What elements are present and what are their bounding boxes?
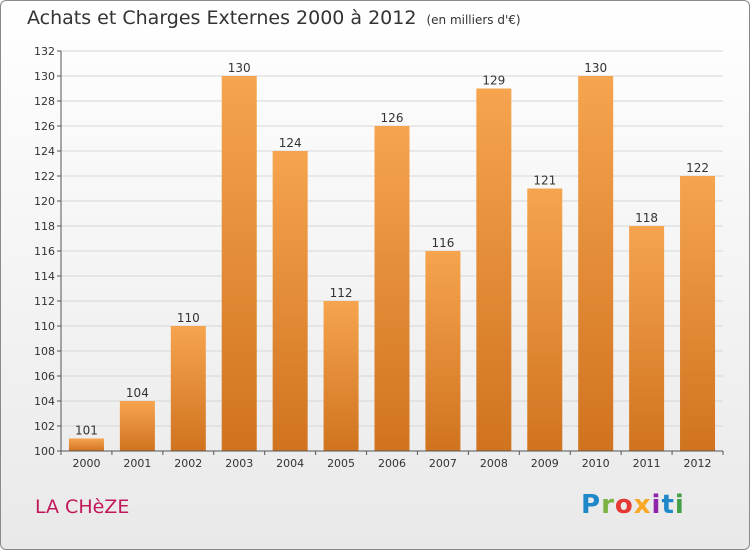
y-tick-label: 102 bbox=[34, 420, 55, 433]
x-tick-label: 2009 bbox=[531, 457, 559, 470]
data-label: 110 bbox=[177, 311, 200, 325]
bar-2005 bbox=[323, 301, 359, 451]
logo-letter: o bbox=[614, 490, 634, 520]
bar-2001 bbox=[119, 401, 155, 451]
bar-2006 bbox=[374, 126, 410, 451]
data-label: 124 bbox=[279, 136, 302, 150]
logo-letter: t bbox=[661, 490, 675, 520]
logo-letter: i bbox=[651, 490, 662, 520]
data-labels: 101 104 110 130 124 112 126 116 129 121 130 118 122 bbox=[75, 61, 709, 438]
bar-2011 bbox=[629, 226, 665, 451]
chart-unit-label: (en milliers d'€) bbox=[426, 13, 521, 27]
bar-2010 bbox=[578, 76, 614, 451]
x-tick-label: 2010 bbox=[582, 457, 610, 470]
y-tick-label: 112 bbox=[34, 295, 55, 308]
proxiti-logo[interactable]: Proxiti bbox=[581, 490, 685, 520]
data-label: 116 bbox=[431, 236, 454, 250]
data-label: 118 bbox=[635, 211, 658, 225]
bar-2012 bbox=[680, 176, 716, 451]
bar-2003 bbox=[221, 76, 257, 451]
x-tick-label: 2008 bbox=[480, 457, 508, 470]
y-tick-label: 118 bbox=[34, 220, 55, 233]
bar-2009 bbox=[527, 188, 563, 451]
chart-title: Achats et Charges Externes 2000 à 2012 (e… bbox=[27, 7, 521, 29]
data-label: 121 bbox=[533, 174, 556, 188]
bar-2008 bbox=[476, 88, 512, 451]
bars bbox=[68, 76, 716, 451]
data-label: 129 bbox=[482, 74, 505, 88]
y-tick-label: 132 bbox=[34, 45, 55, 58]
y-tick-label: 116 bbox=[34, 245, 55, 258]
x-tick-label: 2002 bbox=[174, 457, 202, 470]
x-tick-label: 2001 bbox=[123, 457, 151, 470]
y-tick-label: 128 bbox=[34, 95, 55, 108]
y-tick-label: 122 bbox=[34, 170, 55, 183]
chart-title-text: Achats et Charges Externes 2000 à 2012 bbox=[27, 7, 417, 29]
data-label: 101 bbox=[75, 424, 98, 438]
bar-2002 bbox=[170, 326, 206, 451]
bar-2004 bbox=[272, 151, 308, 451]
x-tick-label: 2004 bbox=[276, 457, 304, 470]
y-tick-label: 104 bbox=[34, 395, 55, 408]
x-tick-label: 2011 bbox=[633, 457, 661, 470]
bar-2007 bbox=[425, 251, 461, 451]
y-tick-label: 106 bbox=[34, 370, 55, 383]
data-label: 130 bbox=[584, 61, 607, 75]
y-tick-label: 130 bbox=[34, 70, 55, 83]
x-tick-label: 2006 bbox=[378, 457, 406, 470]
logo-letter: i bbox=[674, 490, 685, 520]
y-tick-label: 110 bbox=[34, 320, 55, 333]
data-label: 112 bbox=[330, 286, 353, 300]
data-label: 122 bbox=[686, 161, 709, 175]
y-tick-label: 114 bbox=[34, 270, 55, 283]
y-tick-label: 108 bbox=[34, 345, 55, 358]
y-tick-label: 126 bbox=[34, 120, 55, 133]
logo-letter: r bbox=[601, 490, 615, 520]
y-tick-label: 124 bbox=[34, 145, 55, 158]
logo-letter: x bbox=[633, 490, 652, 520]
data-label: 126 bbox=[381, 111, 404, 125]
x-tick-label: 2000 bbox=[72, 457, 100, 470]
x-tick-label: 2003 bbox=[225, 457, 253, 470]
x-tick-label: 2012 bbox=[684, 457, 712, 470]
place-name: LA CHèZE bbox=[35, 496, 130, 518]
logo-letter: P bbox=[581, 490, 602, 520]
y-tick-label: 120 bbox=[34, 195, 55, 208]
data-label: 104 bbox=[126, 386, 149, 400]
bar-2000 bbox=[68, 438, 104, 451]
x-tick-label: 2005 bbox=[327, 457, 355, 470]
data-label: 130 bbox=[228, 61, 251, 75]
axes: 1001021041061081101121141161181201221241… bbox=[34, 45, 724, 470]
y-tick-label: 100 bbox=[34, 445, 55, 458]
x-tick-label: 2007 bbox=[429, 457, 457, 470]
